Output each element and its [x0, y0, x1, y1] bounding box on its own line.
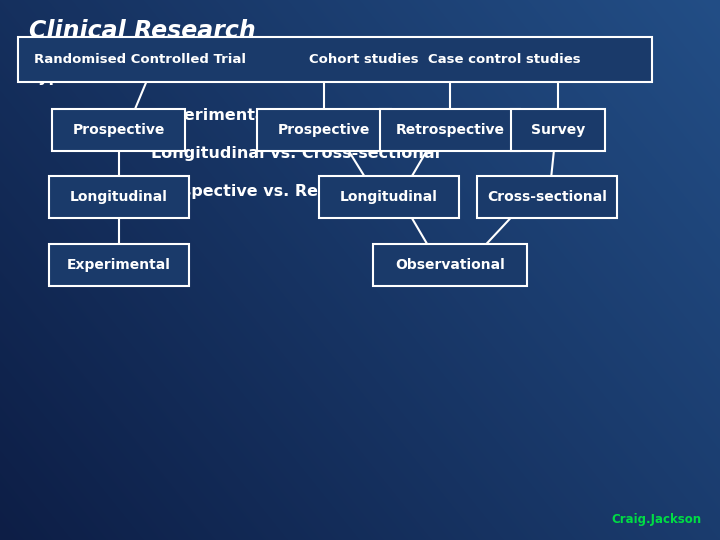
Text: Retrospective: Retrospective — [395, 123, 505, 137]
FancyBboxPatch shape — [49, 244, 189, 286]
Text: Longitudinal vs. Cross-sectional: Longitudinal vs. Cross-sectional — [151, 146, 441, 161]
Text: Cross-sectional: Cross-sectional — [487, 190, 607, 204]
FancyBboxPatch shape — [258, 109, 390, 151]
Text: Case control studies: Case control studies — [428, 53, 580, 66]
Text: Types of clinical research: Types of clinical research — [29, 70, 257, 85]
Text: Cohort studies: Cohort studies — [309, 53, 418, 66]
FancyBboxPatch shape — [53, 109, 186, 151]
Text: Longitudinal: Longitudinal — [70, 190, 168, 204]
Text: Experimental: Experimental — [67, 258, 171, 272]
Text: Prospective vs. Retrospective: Prospective vs. Retrospective — [151, 184, 420, 199]
Text: Longitudinal: Longitudinal — [340, 190, 438, 204]
Text: Prospective: Prospective — [278, 123, 370, 137]
FancyBboxPatch shape — [49, 176, 189, 218]
Text: Clinical Research: Clinical Research — [29, 19, 256, 43]
FancyBboxPatch shape — [380, 109, 520, 151]
Text: Prospective: Prospective — [73, 123, 165, 137]
Text: Craig.Jackson: Craig.Jackson — [612, 514, 702, 526]
FancyBboxPatch shape — [18, 37, 652, 82]
FancyBboxPatch shape — [477, 176, 618, 218]
FancyBboxPatch shape — [511, 109, 605, 151]
Text: Observational: Observational — [395, 258, 505, 272]
FancyBboxPatch shape — [373, 244, 527, 286]
Text: Experimental vs. Observational: Experimental vs. Observational — [151, 108, 435, 123]
Text: Survey: Survey — [531, 123, 585, 137]
FancyBboxPatch shape — [319, 176, 459, 218]
Text: Randomised Controlled Trial: Randomised Controlled Trial — [35, 53, 246, 66]
